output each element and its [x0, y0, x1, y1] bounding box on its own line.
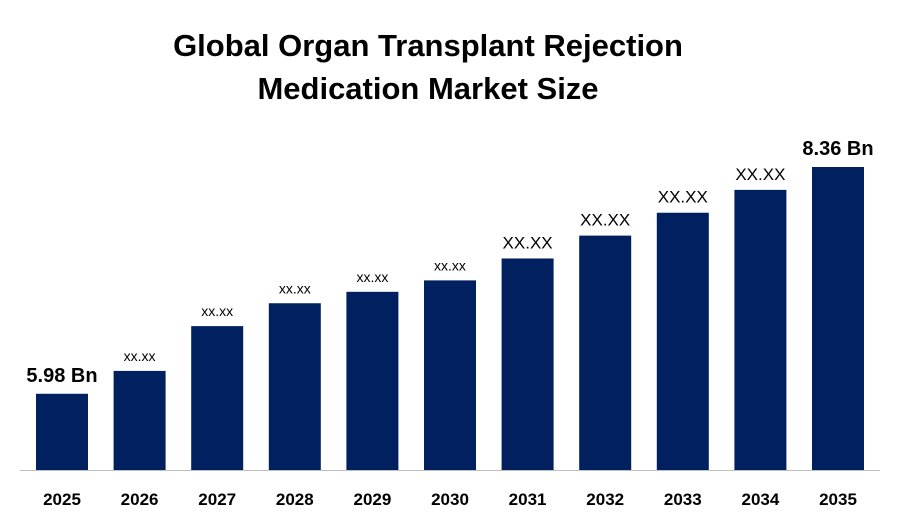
bar-2027 [191, 326, 244, 470]
data-label-2029: xx.xx [356, 269, 388, 285]
bar-2030 [424, 280, 476, 470]
x-tick-label-2031: 2031 [509, 490, 547, 509]
bar-2025 [36, 393, 88, 470]
data-label-2035: 8.36 Bn [802, 138, 873, 160]
bar-2031 [501, 258, 554, 470]
data-label-2028: xx.xx [279, 280, 311, 296]
data-label-2032: XX.XX [580, 211, 630, 230]
data-label-2026: xx.xx [124, 348, 156, 364]
data-label-2030: xx.xx [434, 257, 466, 273]
bar-2028 [268, 303, 321, 470]
bar-2026 [113, 370, 166, 470]
bar-2035 [812, 167, 864, 470]
data-label-2027: xx.xx [201, 303, 233, 319]
data-label-2033: XX.XX [658, 188, 708, 207]
x-tick-label-2027: 2027 [198, 490, 236, 509]
data-label-2025: 5.98 Bn [26, 365, 97, 387]
data-label-2034: XX.XX [735, 165, 785, 184]
data-label-2031: XX.XX [503, 233, 553, 252]
x-tick-label-2029: 2029 [353, 490, 391, 509]
x-tick-label-2035: 2035 [819, 490, 857, 509]
x-tick-label-2028: 2028 [276, 490, 314, 509]
bar-2033 [656, 212, 709, 471]
x-tick-label-2030: 2030 [431, 490, 469, 509]
bar-2034 [734, 189, 787, 470]
x-tick-label-2034: 2034 [741, 490, 779, 509]
bar-2029 [346, 291, 399, 470]
x-tick-label-2032: 2032 [586, 490, 624, 509]
chart-title-line-1: Global Organ Transplant Rejection [173, 28, 683, 63]
x-tick-label-2026: 2026 [121, 490, 159, 509]
bar-2032 [579, 235, 632, 470]
chart-title-line-2: Medication Market Size [257, 71, 599, 106]
x-tick-label-2025: 2025 [43, 490, 81, 509]
x-tick-label-2033: 2033 [664, 490, 702, 509]
